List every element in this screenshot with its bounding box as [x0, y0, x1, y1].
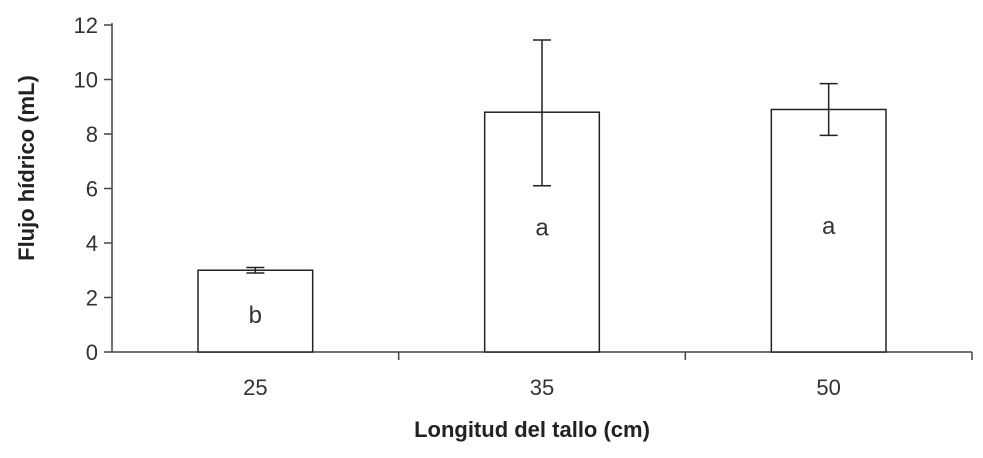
- x-tick-label: 50: [816, 375, 840, 400]
- y-tick-label: 8: [86, 122, 98, 147]
- y-tick-label: 4: [86, 231, 98, 256]
- x-tick-label: 25: [243, 375, 267, 400]
- y-tick-label: 0: [86, 340, 98, 365]
- x-axis: [112, 351, 973, 360]
- y-axis: 0 2 4 6 8 10 12: [74, 13, 113, 365]
- significance-label: b: [249, 302, 262, 329]
- y-tick-label: 10: [74, 68, 98, 93]
- significance-label: a: [822, 213, 836, 240]
- bars: b 25 a 35 a 50: [197, 39, 887, 400]
- y-tick-label: 2: [86, 286, 98, 311]
- y-tick-label: 6: [86, 177, 98, 202]
- significance-label: a: [535, 214, 549, 241]
- x-axis-title: Longitud del tallo (cm): [414, 417, 650, 442]
- y-tick-label: 12: [74, 13, 98, 38]
- y-axis-title: Flujo hídrico (mL): [14, 75, 39, 261]
- bar: [197, 269, 314, 353]
- x-tick-label: 35: [530, 375, 554, 400]
